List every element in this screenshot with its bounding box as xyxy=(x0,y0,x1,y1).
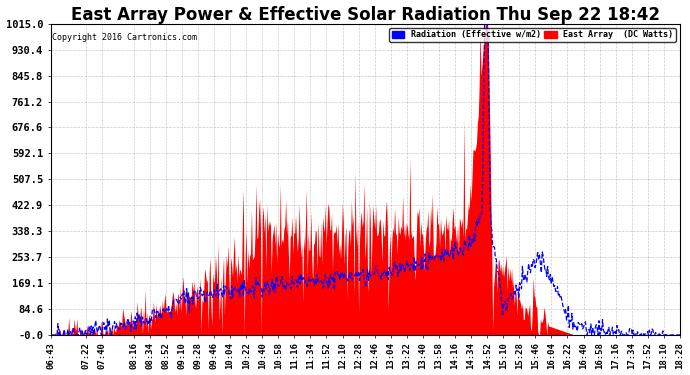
Legend: Radiation (Effective w/m2), East Array  (DC Watts): Radiation (Effective w/m2), East Array (… xyxy=(389,28,676,42)
Text: Copyright 2016 Cartronics.com: Copyright 2016 Cartronics.com xyxy=(52,33,197,42)
Title: East Array Power & Effective Solar Radiation Thu Sep 22 18:42: East Array Power & Effective Solar Radia… xyxy=(71,6,660,24)
